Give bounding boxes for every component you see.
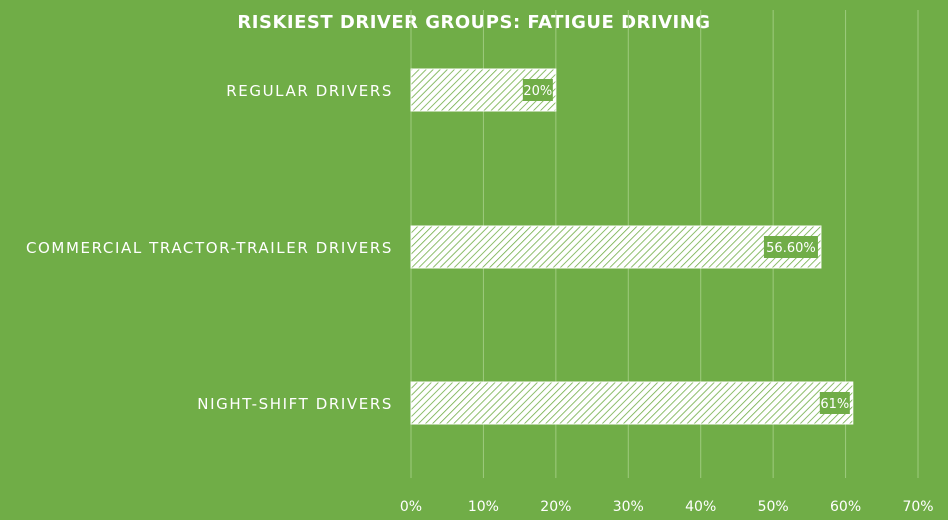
x-tick-label: 60% (830, 499, 861, 515)
bars: 20% 56.60% 61% (410, 68, 854, 425)
bar (410, 225, 822, 269)
data-label-background (522, 79, 553, 101)
x-tick-label: 30% (613, 499, 644, 515)
x-axis-tick-labels: 0% 10% 20% 30% 40% 50% 60% 70% (400, 499, 934, 515)
data-label: 56.60% (766, 241, 816, 256)
category-label: REGULAR DRIVERS (226, 82, 393, 100)
chart-title: RISKIEST DRIVER GROUPS: FATIGUE DRIVING (237, 12, 710, 33)
data-label-background (763, 236, 818, 258)
bar (410, 381, 854, 425)
category-label: NIGHT-SHIFT DRIVERS (197, 395, 393, 413)
category-labels: REGULAR DRIVERS COMMERCIAL TRACTOR-TRAILE… (26, 82, 393, 413)
x-tick-label: 70% (902, 499, 933, 515)
data-label-background (819, 392, 850, 414)
data-label: 61% (820, 397, 849, 412)
x-tick-label: 10% (468, 499, 499, 515)
x-tick-label: 40% (685, 499, 716, 515)
category-label: COMMERCIAL TRACTOR-TRAILER DRIVERS (26, 239, 393, 257)
x-tick-label: 50% (758, 499, 789, 515)
x-tick-label: 20% (540, 499, 571, 515)
x-tick-label: 0% (400, 499, 422, 515)
data-label: 20% (523, 84, 552, 99)
